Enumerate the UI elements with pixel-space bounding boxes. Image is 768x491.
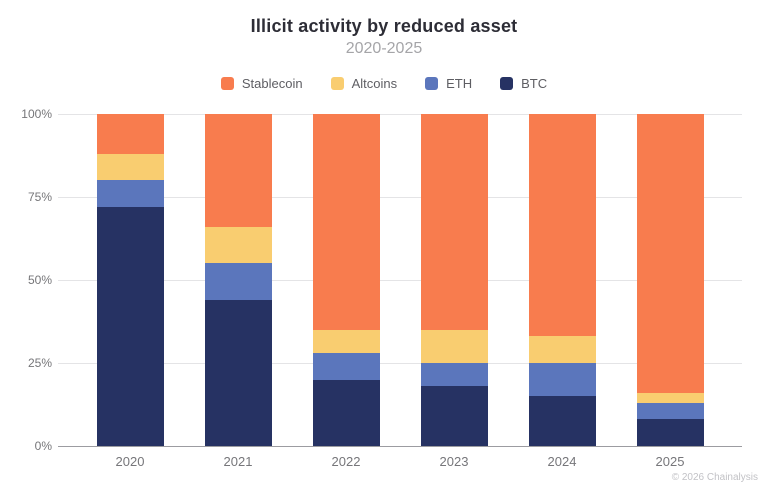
bar-segment-altcoins-2022 [312, 329, 380, 354]
bar-segment-btc-2020 [96, 206, 164, 446]
y-tick-label: 50% [27, 273, 52, 287]
legend-item-btc: BTC [500, 76, 547, 91]
chart-subtitle: 2020-2025 [345, 40, 423, 57]
x-tick-label: 2022 [331, 454, 361, 469]
bar-segment-stablecoin-2025 [636, 114, 704, 393]
bar-segment-btc-2024 [528, 396, 596, 446]
bar-segment-altcoins-2023 [420, 329, 488, 364]
legend-label: Stablecoin [241, 76, 303, 91]
bar-segment-btc-2023 [420, 386, 488, 446]
gridline [58, 114, 742, 115]
y-tick-label: 100% [21, 107, 52, 121]
y-tick-label: 25% [27, 356, 52, 370]
plot-area: 2020 2021 2022 2023 2024 2025 [58, 114, 742, 469]
gridline [58, 197, 742, 198]
bar-segment-altcoins-2025 [636, 392, 704, 403]
bar-segment-eth-2025 [636, 402, 704, 420]
bar-segment-btc-2025 [636, 419, 704, 446]
legend-swatch-icon [220, 77, 234, 90]
copyright-note: © 2026 Chainalysis [671, 472, 758, 483]
stacked-bar-2025: 2025 [636, 114, 704, 469]
bar-segment-stablecoin-2024 [528, 114, 596, 337]
bar-segment-btc-2021 [204, 299, 272, 446]
bar-segment-altcoins-2024 [528, 336, 596, 364]
x-axis-line [58, 446, 742, 447]
bar-segment-altcoins-2020 [96, 153, 164, 181]
bar-segment-eth-2022 [312, 353, 380, 380]
stacked-bar-2020: 2020 [96, 114, 164, 469]
legend-item-eth: ETH [425, 76, 472, 91]
legend-item-stablecoin: Stablecoin [220, 76, 303, 91]
bar-segment-stablecoin-2023 [420, 114, 488, 330]
stacked-bar-2021: 2021 [204, 114, 272, 469]
stacked-bar-2024: 2024 [528, 114, 596, 469]
bar-segment-eth-2024 [528, 363, 596, 397]
chart-legend: Stablecoin Altcoins ETH BTC [0, 76, 768, 91]
bar-segment-eth-2021 [204, 263, 272, 300]
legend-swatch-icon [500, 77, 514, 90]
legend-swatch-icon [425, 77, 439, 90]
bars-container: 2020 2021 2022 2023 2024 2025 [58, 114, 742, 469]
y-axis-labels: 0% 25% 50% 75% 100% [6, 107, 52, 453]
stacked-bar-2022: 2022 [312, 114, 380, 469]
x-tick-label: 2023 [439, 454, 469, 469]
bar-segment-altcoins-2021 [204, 226, 272, 264]
gridline [58, 363, 742, 364]
legend-label: ETH [446, 76, 473, 91]
bar-segment-stablecoin-2022 [312, 114, 380, 330]
bar-segment-eth-2023 [420, 363, 488, 387]
y-tick-label: 75% [27, 190, 52, 204]
x-tick-label: 2024 [547, 454, 577, 469]
x-tick-label: 2021 [223, 454, 253, 469]
x-tick-label: 2025 [655, 454, 685, 469]
legend-label: BTC [521, 76, 548, 91]
x-tick-label: 2020 [115, 454, 145, 469]
bar-segment-stablecoin-2021 [204, 114, 272, 227]
gridline [58, 280, 742, 281]
legend-swatch-icon [330, 77, 344, 90]
y-tick-label: 0% [34, 439, 52, 453]
legend-item-altcoins: Altcoins [330, 76, 398, 91]
legend-label: Altcoins [351, 76, 398, 91]
bar-segment-btc-2022 [312, 379, 380, 446]
chart-title: Illicit activity by reduced asset [250, 16, 518, 36]
bar-segment-eth-2020 [96, 180, 164, 207]
bar-segment-stablecoin-2020 [96, 114, 164, 154]
stacked-bar-2023: 2023 [420, 114, 488, 469]
